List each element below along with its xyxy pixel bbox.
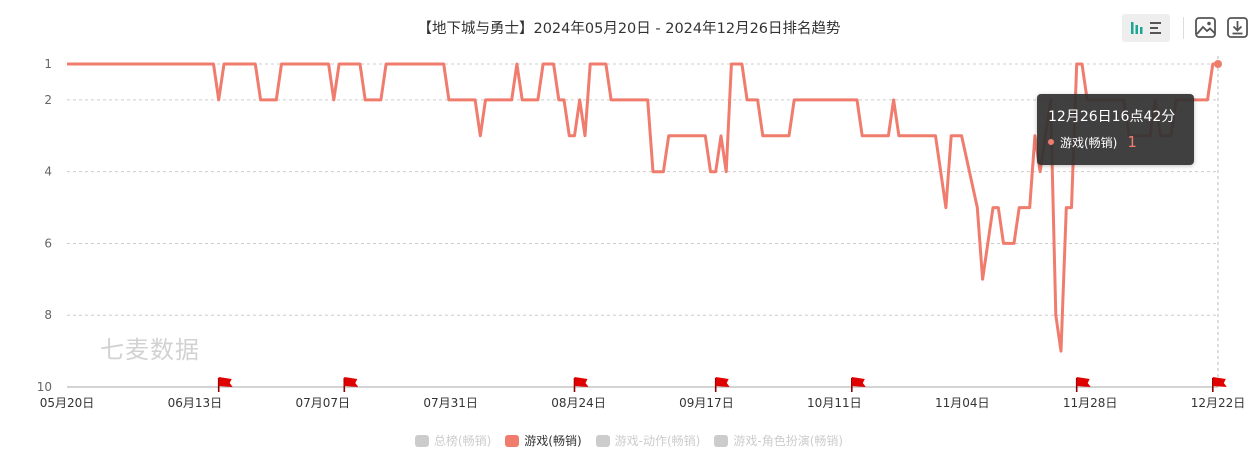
legend-item-games[interactable]: 游戏(畅销) — [505, 432, 582, 449]
x-tick-label: 11月04日 — [935, 396, 990, 410]
legend-item-total[interactable]: 总榜(畅销) — [414, 432, 492, 449]
toolbar-divider — [1183, 17, 1184, 39]
event-flag-icon — [1212, 377, 1227, 392]
event-flag-icon — [714, 377, 730, 392]
legend-swatch — [505, 434, 520, 447]
x-tick-label: 11月28日 — [1063, 396, 1118, 410]
y-tick-label: 2 — [44, 93, 52, 107]
x-tick-label: 10月11日 — [807, 396, 862, 410]
chart-title: 【地下城与勇士】2024年05月20日 - 2024年12月26日排名趋势 — [417, 21, 841, 37]
event-flag-icon — [217, 377, 233, 392]
tooltip-row: 游戏(畅销) 1 — [1048, 133, 1137, 151]
legend-swatch — [595, 434, 610, 447]
download-button[interactable] — [1226, 14, 1250, 42]
watermark: 七麦数据 — [100, 336, 200, 364]
flag-cloth — [851, 377, 866, 387]
event-flag-icon — [573, 377, 589, 392]
x-tick-label: 09月17日 — [679, 396, 734, 410]
x-tick-label: 07月31日 — [423, 396, 478, 410]
x-tick-label: 05月20日 — [40, 396, 95, 410]
legend-label: 游戏-动作(畅销) — [614, 434, 701, 448]
y-tick-label: 1 — [44, 57, 52, 71]
series-line — [67, 62, 1218, 353]
tooltip-value: 1 — [1127, 133, 1137, 151]
legend-label: 游戏(畅销) — [524, 434, 582, 448]
y-tick-label: 8 — [44, 308, 52, 322]
save-image-icon — [1195, 17, 1216, 38]
flag-cloth — [715, 377, 730, 387]
download-icon — [1227, 17, 1248, 38]
x-tick-label: 06月13日 — [168, 396, 223, 410]
tooltip: 12月26日16点42分 游戏(畅销) 1 — [1037, 94, 1194, 165]
tooltip-series-dot — [1048, 139, 1054, 145]
legend-item-games-action[interactable]: 游戏-动作(畅销) — [595, 432, 701, 449]
event-flag-icon — [1075, 377, 1091, 392]
flag-cloth — [574, 377, 589, 387]
chart-type-button[interactable] — [1122, 14, 1170, 42]
flag-cloth — [344, 377, 359, 387]
y-tick-label: 4 — [44, 165, 52, 179]
flag-cloth — [218, 377, 233, 387]
legend-label: 总榜(畅销) — [433, 434, 492, 448]
legend-item-games-rpg[interactable]: 游戏-角色扮演(畅销) — [714, 432, 843, 449]
save-image-button[interactable] — [1194, 14, 1218, 42]
rank-trend-chart: 1 2 4 6 8 10 05月20日 06月13日 07月07日 07月31日 08月24日 09月… — [37, 56, 1246, 410]
chart-legend: 总榜(畅销) 游戏(畅销) 游戏-动作(畅销) 游戏-角色扮演(畅销) — [0, 432, 1258, 449]
legend-swatch — [714, 434, 729, 447]
y-tick-label: 6 — [44, 236, 52, 250]
tooltip-title: 12月26日16点42分 — [1048, 109, 1176, 125]
flag-cloth — [1076, 377, 1091, 387]
legend-swatch — [414, 434, 429, 447]
event-flag-icon — [343, 377, 359, 392]
y-tick-label: 10 — [37, 380, 52, 394]
chart-toolbar — [1120, 14, 1252, 44]
chart-type-icon — [1131, 22, 1161, 34]
event-flag-icon — [850, 377, 866, 392]
x-tick-label: 07月07日 — [296, 396, 351, 410]
flag-cloth — [1212, 377, 1227, 387]
x-tick-label: 08月24日 — [551, 396, 606, 410]
series-point-highlight — [1214, 60, 1222, 68]
x-tick-label: 12月22日 — [1191, 396, 1246, 410]
legend-label: 游戏-角色扮演(畅销) — [733, 434, 844, 448]
tooltip-series-label: 游戏(畅销) — [1060, 135, 1118, 150]
